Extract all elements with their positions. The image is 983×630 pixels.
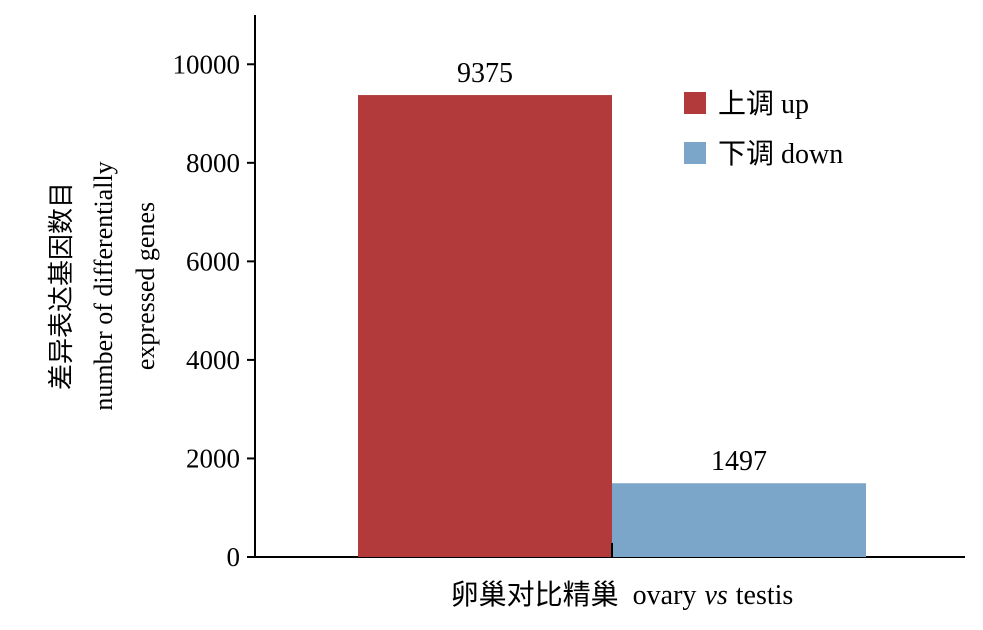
data-labels: 9375 1497 <box>457 58 767 477</box>
y-axis-title-zh: 差异表达基因数目 <box>47 182 76 390</box>
x-axis-title-en-after: testis <box>736 580 794 611</box>
data-label-down: 1497 <box>711 446 767 477</box>
y-tick-label: 6000 <box>186 246 240 276</box>
legend: 上调 up 下调 down <box>684 89 843 170</box>
bars <box>358 95 866 558</box>
legend-swatch-down <box>684 142 706 164</box>
y-axis-title: 差异表达基因数目 number of differentially expres… <box>47 161 160 410</box>
y-tick-label: 4000 <box>186 345 240 375</box>
legend-label-down: 下调 down <box>718 139 843 170</box>
x-axis-title-en-before: ovary <box>633 580 697 611</box>
y-axis-title-en-line2: expressed genes <box>131 202 160 370</box>
legend-swatch-up <box>684 92 706 114</box>
data-label-up: 9375 <box>457 58 513 89</box>
y-axis-ticks: 0 2000 4000 6000 8000 10000 <box>173 49 255 572</box>
x-axis-title-en-italic: vs <box>704 580 727 611</box>
y-tick-label: 0 <box>227 542 241 572</box>
x-axis-title-zh: 卵巢对比精巢 <box>451 579 619 611</box>
x-axis-title: 卵巢对比精巢 ovary vs testis <box>451 579 794 611</box>
legend-label-up: 上调 up <box>718 89 809 120</box>
bar-up <box>358 95 612 558</box>
bar-down <box>612 483 866 557</box>
y-tick-label: 10000 <box>173 49 241 79</box>
y-axis-title-en-line1: number of differentially <box>89 161 118 410</box>
y-tick-label: 8000 <box>186 148 240 178</box>
y-tick-label: 2000 <box>186 443 240 473</box>
